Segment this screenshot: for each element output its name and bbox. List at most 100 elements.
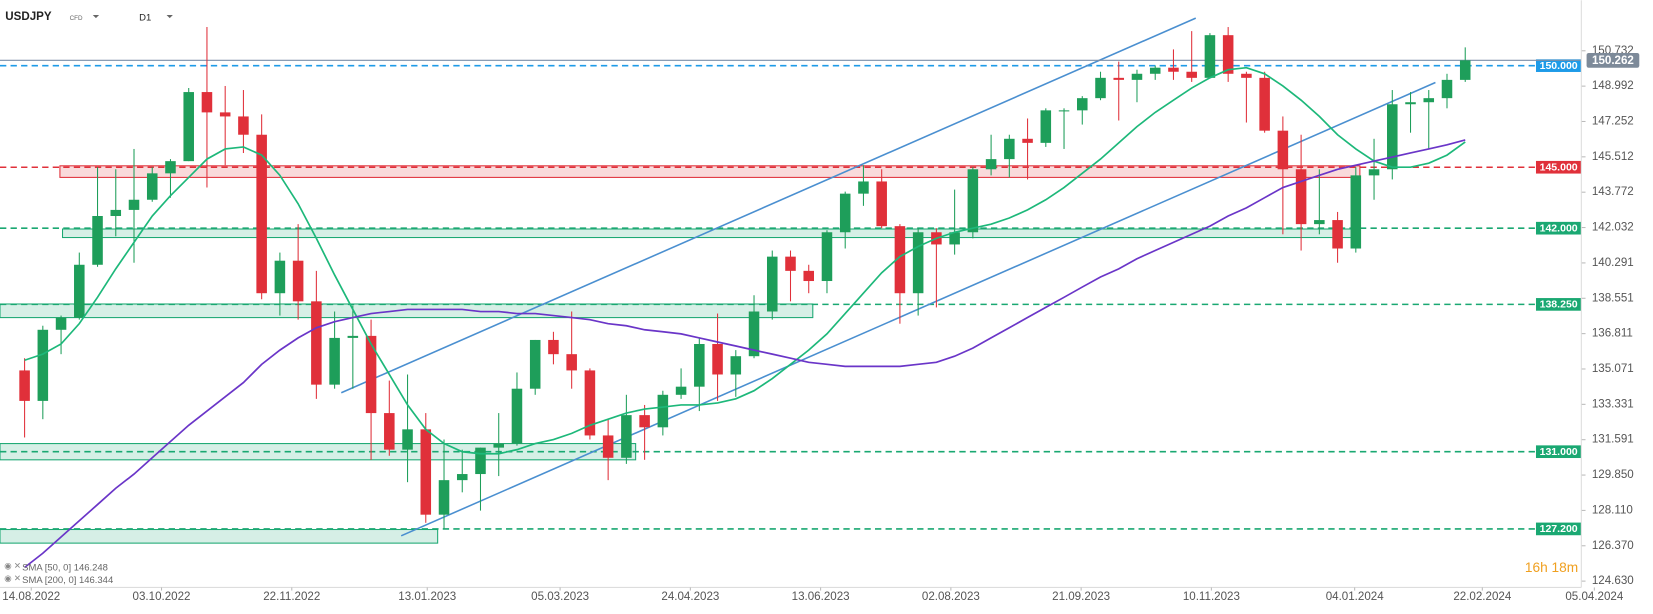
candle-body — [1405, 102, 1416, 105]
level-tag-label: 138.250 — [1540, 299, 1578, 311]
y-tick-label: 150.732 — [1592, 45, 1634, 57]
candle-body — [146, 173, 158, 200]
x-tick-label: 24.04.2023 — [661, 591, 719, 603]
y-tick-label: 140.291 — [1592, 257, 1634, 269]
y-tick-label: 138.551 — [1592, 292, 1634, 304]
candle-body — [1350, 175, 1362, 249]
candle-body — [1387, 104, 1398, 170]
candle-body — [1077, 98, 1088, 111]
candle-body — [165, 161, 176, 174]
level-tag — [1535, 298, 1582, 311]
candle-body — [110, 209, 122, 217]
candle-body — [475, 447, 486, 475]
y-tick-label: 143.772 — [1592, 186, 1634, 198]
candle-body — [839, 193, 851, 233]
x-tick-label: 22.11.2022 — [263, 591, 320, 603]
candle-body — [1113, 77, 1125, 80]
candle-body — [803, 270, 815, 282]
legend-name: SMA [200, 0] — [22, 575, 76, 586]
symbol[interactable]: USDJPY — [5, 11, 52, 23]
candle-body — [730, 356, 742, 375]
level-tag — [1535, 59, 1582, 72]
legend-icon[interactable]: ◉ ✕ — [4, 573, 21, 583]
candle-body — [219, 112, 231, 117]
candle-body — [694, 344, 705, 387]
candle-body — [1149, 67, 1161, 74]
dropdown-icon[interactable] — [92, 14, 100, 19]
candle-body — [712, 344, 723, 375]
candle-body — [365, 335, 377, 414]
candle-body — [1204, 35, 1216, 78]
x-tick-label: 21.09.2023 — [1052, 591, 1110, 603]
candle-body — [639, 415, 650, 428]
x-tick-label: 10.11.2023 — [1183, 591, 1240, 603]
x-tick-label: 03.10.2022 — [133, 591, 191, 603]
dropdown-icon[interactable] — [166, 14, 173, 19]
level-tag — [1535, 221, 1582, 235]
timeframe[interactable]: D1 — [139, 13, 151, 24]
candle-body — [274, 260, 286, 294]
legend-icon[interactable]: ◉ ✕ — [4, 561, 21, 571]
candle-body — [821, 232, 833, 282]
legend-entry: SMA [50, 0] 146.248 — [22, 562, 108, 573]
candle-body — [949, 232, 960, 245]
zone — [61, 228, 1356, 239]
candle-body — [238, 116, 249, 135]
trendline — [340, 17, 1197, 394]
candle-body — [1441, 79, 1453, 99]
candle-body — [1095, 77, 1106, 99]
legend-entry: SMA [200, 0] 146.344 — [22, 575, 113, 586]
candle-body — [402, 429, 413, 450]
y-tick-label: 131.591 — [1592, 434, 1634, 446]
x-tick-label: 02.08.2023 — [922, 591, 980, 603]
sma-line — [24, 66, 1466, 455]
sma-line — [24, 139, 1466, 569]
y-tick-label: 148.992 — [1592, 80, 1634, 92]
candle-body — [183, 92, 194, 162]
candle-body — [493, 443, 504, 448]
candle-body — [1131, 73, 1143, 80]
y-tick-label: 126.370 — [1592, 540, 1634, 552]
level-tag-label: 127.200 — [1540, 523, 1578, 535]
candle-body — [1004, 138, 1015, 160]
level-tag-label: 131.000 — [1540, 446, 1578, 458]
candle-body — [511, 388, 523, 444]
candle-body — [438, 480, 450, 515]
candle-body — [967, 169, 979, 233]
candle-body — [1295, 169, 1307, 225]
candle-body — [566, 354, 577, 371]
candle-body — [548, 339, 559, 355]
candle-body — [621, 415, 632, 458]
candle-body — [456, 474, 468, 481]
y-tick-label: 142.032 — [1592, 222, 1634, 234]
candle-body — [92, 216, 103, 265]
candle-body — [1277, 130, 1289, 170]
x-tick-label: 13.01.2023 — [398, 591, 456, 603]
level-tag — [1535, 445, 1582, 459]
zone — [0, 528, 439, 544]
legend-value: 146.344 — [79, 575, 113, 586]
candle-body — [1423, 98, 1435, 103]
current-price-tag — [1586, 52, 1640, 68]
candle-body — [1241, 73, 1252, 78]
candle-body — [329, 337, 340, 385]
candle-body — [1022, 138, 1033, 143]
countdown: 16h 18m — [1525, 560, 1578, 575]
candle-body — [1040, 110, 1052, 143]
y-tick-label: 135.071 — [1592, 363, 1634, 375]
candle-body — [985, 159, 997, 170]
candle-body — [55, 317, 67, 330]
candle-body — [1368, 169, 1380, 176]
x-tick-label: 14.08.2022 — [2, 591, 60, 603]
candle-body — [256, 134, 267, 294]
y-tick-label: 128.110 — [1592, 504, 1633, 516]
candle-body — [894, 226, 906, 294]
level-tag — [1535, 522, 1582, 536]
candle-body — [420, 429, 432, 515]
legend: ◉ ✕ ◉ ✕ SMA [50, 0] 146.248 SMA [200, 0]… — [4, 561, 113, 586]
legend-value: 146.248 — [74, 562, 108, 573]
candle-body — [675, 386, 687, 395]
candle-body — [657, 394, 669, 428]
candle-body — [1186, 71, 1197, 78]
